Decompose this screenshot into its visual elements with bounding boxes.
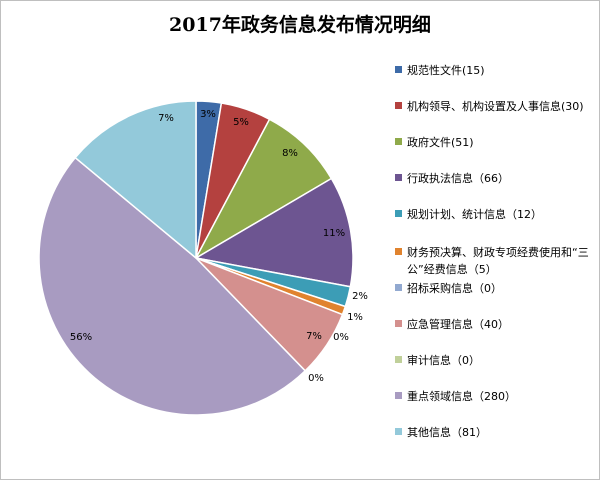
pie-slice <box>74 100 197 260</box>
slice-label: 0% <box>308 373 324 384</box>
legend-item: 招标采购信息（0） <box>395 280 600 297</box>
slice-label: 7% <box>306 331 322 342</box>
slice-label: 5% <box>233 117 249 128</box>
legend-swatch <box>395 356 402 363</box>
legend-swatch <box>395 392 402 399</box>
legend-label: 行政执法信息（66） <box>407 172 509 185</box>
pie-slice <box>194 118 333 260</box>
legend-label: 机构领导、机构设置及人事信息(30) <box>407 100 584 113</box>
slice-label: 3% <box>200 109 216 120</box>
slice-label: 2% <box>352 291 368 302</box>
slice-label: 1% <box>347 312 363 323</box>
legend-item: 机构领导、机构设置及人事信息(30) <box>395 98 600 115</box>
legend-item: 行政执法信息（66） <box>395 170 600 187</box>
legend-swatch <box>395 248 402 255</box>
slice-label: 7% <box>158 113 174 124</box>
legend-item: 应急管理信息（40） <box>395 316 600 333</box>
pie-slice <box>193 177 354 288</box>
legend-item: 规划计划、统计信息（12） <box>395 206 600 223</box>
legend-label: 规划计划、统计信息（12） <box>407 208 542 221</box>
legend-swatch <box>395 320 402 327</box>
pie-slice <box>38 156 307 416</box>
legend-item: 财务预决算、财政专项经费使用和“三公”经费信息（5） <box>395 244 600 278</box>
legend-swatch <box>395 138 402 145</box>
legend-label: 规范性文件(15) <box>407 64 485 77</box>
legend-label: 审计信息（0） <box>407 354 480 367</box>
legend-swatch <box>395 284 402 291</box>
legend-swatch <box>395 174 402 181</box>
legend-label: 重点领域信息（280） <box>407 390 516 403</box>
slice-label: 0% <box>333 332 349 343</box>
legend-swatch <box>395 428 402 435</box>
legend-item: 其他信息（81） <box>395 424 600 441</box>
slice-label: 56% <box>70 332 92 343</box>
legend-item: 审计信息（0） <box>395 352 600 369</box>
legend-label: 政府文件(51) <box>407 136 474 149</box>
legend-swatch <box>395 102 402 109</box>
legend-swatch <box>395 210 402 217</box>
legend-item: 政府文件(51) <box>395 134 600 151</box>
legend-swatch <box>395 66 402 73</box>
legend-item: 重点领域信息（280） <box>395 388 600 405</box>
slice-label: 8% <box>282 148 298 159</box>
legend-label: 财务预决算、财政专项经费使用和“三公”经费信息（5） <box>407 246 589 276</box>
legend-label: 应急管理信息（40） <box>407 318 509 331</box>
slice-label: 11% <box>323 228 345 239</box>
legend-item: 规范性文件(15) <box>395 62 600 79</box>
legend-label: 招标采购信息（0） <box>407 282 502 295</box>
legend-label: 其他信息（81） <box>407 426 487 439</box>
chart-title: 2017年政务信息发布情况明细 <box>169 14 431 36</box>
